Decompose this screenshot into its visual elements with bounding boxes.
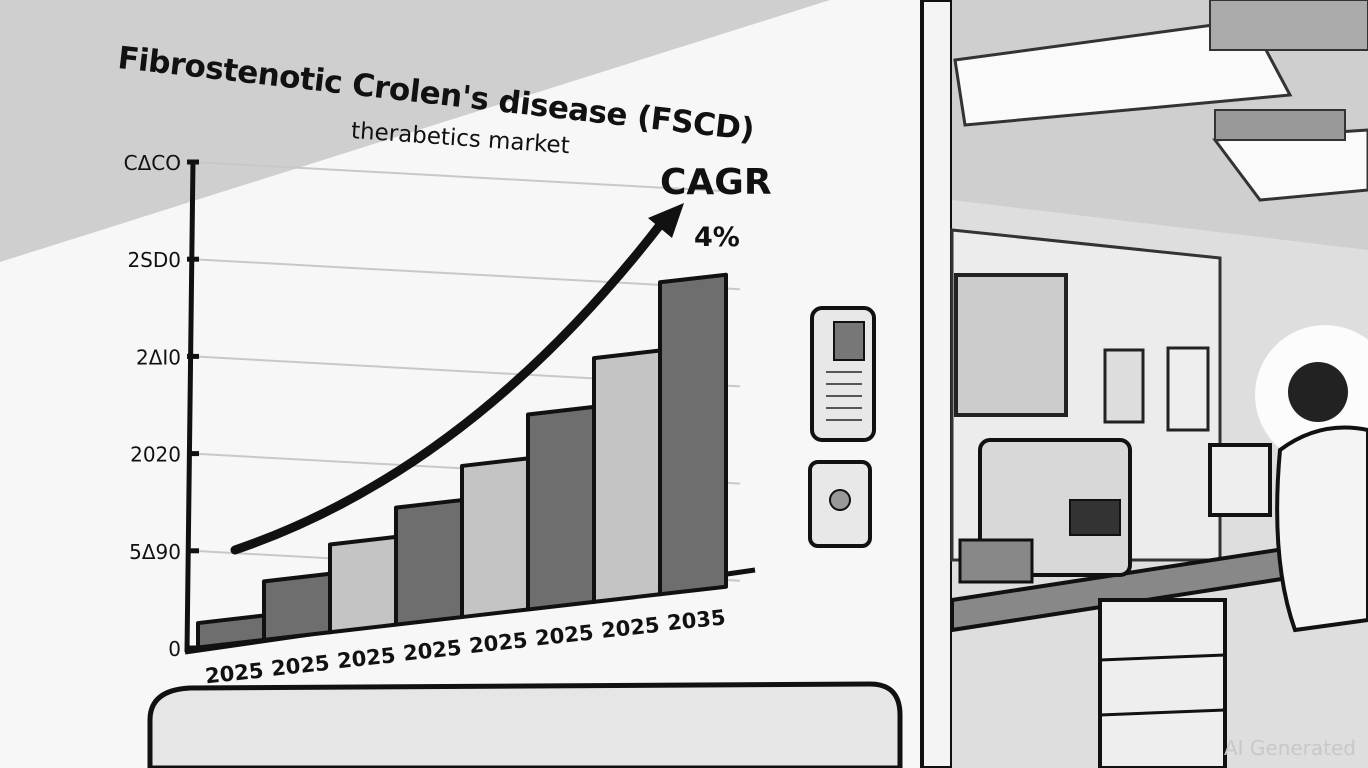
- bar: [394, 498, 464, 627]
- gridline: [192, 258, 741, 291]
- watermark: AI Generated: [1223, 736, 1356, 760]
- bar: [460, 456, 530, 620]
- wall-poster: [954, 273, 1068, 417]
- arrow-head-icon: [648, 203, 684, 238]
- bar: [196, 613, 266, 650]
- bar: [526, 404, 596, 612]
- cagr-value: 4%: [694, 222, 740, 253]
- y-tick-label: CΔCO: [124, 151, 181, 175]
- y-axis: [184, 159, 196, 653]
- y-tick-label: 0: [168, 637, 181, 661]
- ceiling-light: [953, 18, 1293, 127]
- y-tick-label: 2SD0: [127, 248, 181, 272]
- y-tick-label: 5Δ90: [129, 540, 181, 564]
- person-body: [1275, 425, 1368, 633]
- device-text-lines: [826, 371, 862, 421]
- cagr-label: CAGR: [660, 162, 772, 203]
- laptop: [1208, 443, 1272, 517]
- printer: [958, 538, 1034, 584]
- ceiling-vent: [1214, 109, 1346, 141]
- y-tick-label: 2ΔI0: [136, 345, 181, 369]
- ceiling-vent: [1209, 0, 1368, 51]
- door-frame: [920, 0, 954, 768]
- bar: [328, 534, 398, 635]
- wall-sign: [1103, 348, 1145, 424]
- switch-button: [829, 489, 851, 511]
- desk-drawers: [1098, 598, 1227, 768]
- wall-notice: [1166, 346, 1210, 432]
- gridline: [192, 161, 741, 193]
- bar: [592, 348, 662, 604]
- wall-shadow: [0, 0, 830, 262]
- bar: [658, 272, 728, 597]
- wall-rail: [147, 681, 903, 768]
- machine-display: [1069, 499, 1121, 536]
- bar: [262, 571, 332, 642]
- trend-arrow: [230, 220, 665, 555]
- y-tick-label: 2020: [130, 443, 181, 467]
- device-screen: [833, 321, 865, 361]
- person-head: [1288, 362, 1348, 422]
